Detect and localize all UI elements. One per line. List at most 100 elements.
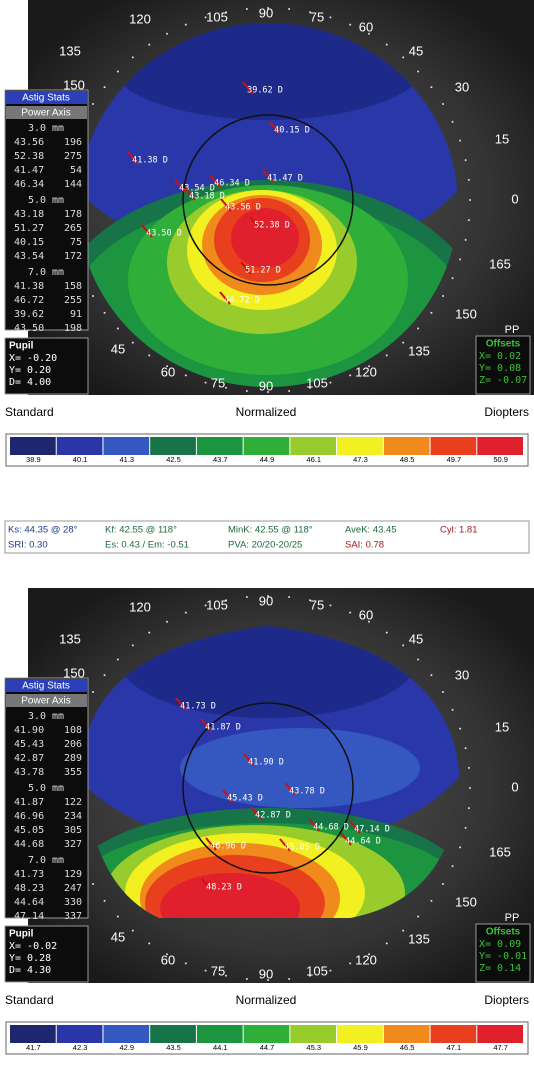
axis-dot bbox=[441, 103, 444, 105]
zone-power: 48.23 bbox=[14, 883, 44, 894]
zone-label: 5.0 mm bbox=[28, 195, 64, 206]
astig-subtitle-bg bbox=[6, 694, 87, 707]
meridian-tick bbox=[340, 832, 352, 846]
zone-axis: 355 bbox=[64, 767, 82, 778]
axis-dot bbox=[288, 977, 291, 980]
axis-dot bbox=[116, 327, 119, 330]
axis-dot bbox=[245, 8, 248, 11]
offsets-row: Z= 0.14 bbox=[479, 963, 521, 974]
axis-dot bbox=[467, 178, 470, 181]
axis-dot bbox=[329, 969, 332, 972]
axis-dot bbox=[308, 11, 311, 14]
axis-dot bbox=[329, 604, 332, 607]
axis-label: 60 bbox=[359, 607, 373, 622]
scale-swatch bbox=[56, 1025, 103, 1043]
scale-value: 47.3 bbox=[353, 455, 368, 464]
scale-swatch bbox=[430, 1025, 477, 1043]
zone-power: 41.38 bbox=[14, 281, 44, 292]
axis-dot bbox=[131, 341, 134, 344]
zone-power: 45.43 bbox=[14, 739, 44, 750]
axis-dot bbox=[385, 942, 388, 945]
zone-power: 45.05 bbox=[14, 825, 44, 836]
zone-axis: 289 bbox=[64, 753, 82, 764]
scale-swatch bbox=[430, 437, 477, 455]
zone-power: 46.72 bbox=[14, 295, 44, 306]
axis-dot bbox=[267, 595, 269, 597]
zone-power: 39.62 bbox=[14, 309, 44, 320]
axis-dot bbox=[184, 23, 187, 26]
scale-swatch bbox=[337, 437, 383, 455]
axis-label: 75 bbox=[211, 375, 225, 390]
zone-axis: 178 bbox=[64, 209, 82, 220]
axis-dot bbox=[467, 807, 470, 810]
meridian-tick bbox=[240, 261, 252, 275]
power-annotation: 45.43 D bbox=[227, 794, 263, 804]
axis-label: 90 bbox=[259, 593, 273, 608]
axis-dot bbox=[368, 953, 370, 956]
axis-dot bbox=[368, 32, 370, 35]
offsets-row: Y= -0.01 bbox=[479, 951, 527, 962]
axis-dot bbox=[464, 238, 467, 241]
axis-dot bbox=[459, 727, 462, 730]
zone-label: 3.0 mm bbox=[28, 711, 64, 722]
meridian-tick bbox=[205, 837, 217, 851]
topography-map: 120 105 90 75604530150165150135120105907560… bbox=[4, 588, 534, 1055]
astig-title-bg bbox=[6, 679, 87, 692]
axis-dot bbox=[225, 11, 228, 14]
meridian-tick bbox=[209, 174, 221, 188]
scale-swatch bbox=[10, 437, 56, 455]
color-zone bbox=[231, 208, 299, 268]
scale-value: 44.7 bbox=[260, 1043, 275, 1052]
meridian-tick bbox=[220, 198, 232, 212]
index-value: AveK: 43.45 bbox=[345, 525, 397, 536]
zone-axis: 91 bbox=[70, 309, 82, 320]
index-value: Kf: 42.55 @ 118° bbox=[105, 525, 177, 536]
axis-dot bbox=[308, 386, 311, 389]
zone-power: 41.90 bbox=[14, 725, 44, 736]
axis-label: 60 bbox=[161, 364, 175, 379]
axis-dot bbox=[417, 658, 420, 661]
axis-dot bbox=[103, 311, 106, 314]
axis-dot bbox=[467, 219, 470, 222]
axis-dot bbox=[459, 258, 462, 261]
astig-subtitle: Power Axis bbox=[21, 696, 70, 707]
zone-power: 52.38 bbox=[14, 151, 44, 162]
axis-dot bbox=[402, 644, 405, 647]
offsets-row: Z= -0.07 bbox=[479, 375, 527, 386]
scale-value: 41.7 bbox=[26, 1043, 41, 1052]
axis-dot bbox=[349, 611, 352, 614]
axis-dot bbox=[329, 16, 332, 19]
zone-axis: 255 bbox=[64, 295, 82, 306]
axis-label: 135 bbox=[59, 631, 81, 646]
axis-label: 90 bbox=[259, 378, 273, 393]
scale-swatch bbox=[150, 1025, 196, 1043]
axis-dot bbox=[103, 674, 106, 677]
axis-label: 150 bbox=[63, 77, 85, 92]
meridian-tick bbox=[184, 187, 196, 201]
axis-dot bbox=[385, 631, 388, 634]
axis-label: 30 bbox=[455, 667, 469, 682]
axis-dot bbox=[368, 620, 370, 623]
scale-swatch bbox=[337, 1025, 383, 1043]
axis-label: 0 bbox=[511, 779, 518, 794]
meridian-tick bbox=[243, 753, 255, 767]
scale-title: Diopters bbox=[484, 405, 529, 419]
axis-dot bbox=[148, 354, 151, 357]
axis-dot bbox=[92, 883, 95, 885]
axis-dot bbox=[459, 846, 462, 849]
axis-dot bbox=[184, 962, 187, 965]
scale-value: 44.9 bbox=[260, 455, 275, 464]
axis-dot bbox=[402, 341, 405, 344]
meridian-tick bbox=[175, 697, 187, 711]
axis-label: 120 bbox=[129, 11, 151, 26]
offsets-row: X= 0.09 bbox=[479, 939, 521, 950]
axis-label: 120 bbox=[355, 952, 377, 967]
scale-value: 49.7 bbox=[447, 455, 462, 464]
zone-power: 43.54 bbox=[14, 251, 44, 262]
zone-axis: 144 bbox=[64, 179, 82, 190]
pupil-box bbox=[4, 925, 89, 983]
corner-label: PP bbox=[505, 324, 520, 336]
zone-axis: 327 bbox=[64, 839, 82, 850]
axis-dot bbox=[467, 766, 470, 769]
meridian-tick bbox=[219, 291, 231, 305]
